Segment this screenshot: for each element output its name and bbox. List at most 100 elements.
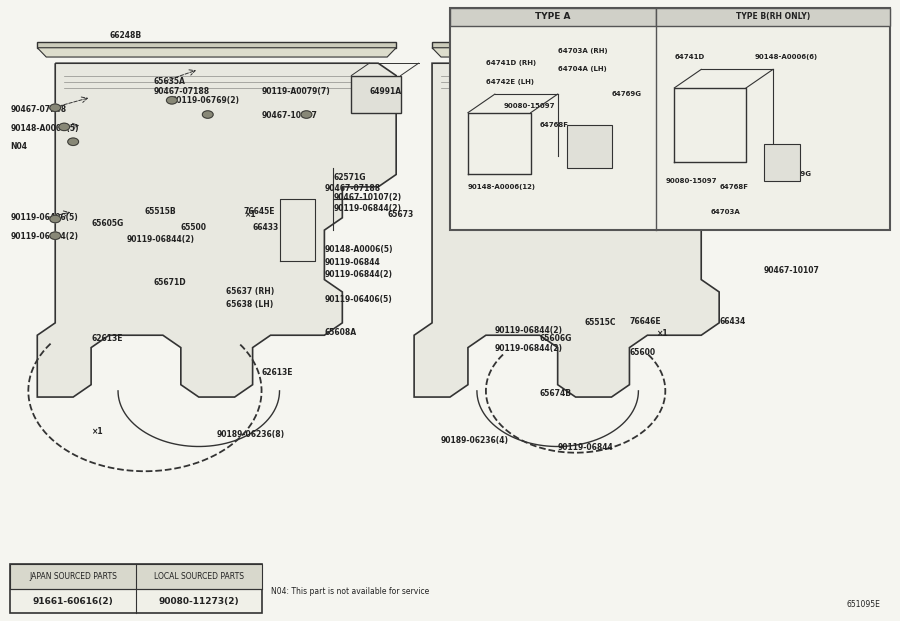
Text: 65606G: 65606G xyxy=(540,334,572,343)
Text: 62613E: 62613E xyxy=(262,368,293,377)
Text: N04: N04 xyxy=(647,148,664,157)
Text: 90119-A0079(7): 90119-A0079(7) xyxy=(262,86,330,96)
Circle shape xyxy=(655,151,666,158)
Text: 90189-06236(8): 90189-06236(8) xyxy=(217,430,284,438)
Text: 64769G: 64769G xyxy=(782,171,812,178)
Text: 65637 (RH): 65637 (RH) xyxy=(226,288,274,296)
Text: TYPE A: TYPE A xyxy=(536,12,571,21)
Circle shape xyxy=(50,232,60,240)
Text: 90119-06844(2): 90119-06844(2) xyxy=(333,204,401,213)
Text: 64768F: 64768F xyxy=(540,122,569,128)
Text: 90119-06844(2): 90119-06844(2) xyxy=(324,270,392,279)
Text: 90467-10107(2): 90467-10107(2) xyxy=(333,194,401,202)
Text: 65635A: 65635A xyxy=(154,77,185,86)
Text: 64741D (RH): 64741D (RH) xyxy=(486,60,536,66)
Text: 64742E (LH): 64742E (LH) xyxy=(486,79,534,84)
Text: 66434: 66434 xyxy=(719,317,745,326)
Bar xyxy=(450,7,889,230)
Bar xyxy=(656,7,889,26)
Bar xyxy=(450,7,656,26)
Text: 65605G: 65605G xyxy=(91,219,123,229)
Text: 65673: 65673 xyxy=(387,210,413,219)
Text: 62571G: 62571G xyxy=(333,173,366,182)
Text: 90467-10107: 90467-10107 xyxy=(764,266,820,275)
Text: 90467-10107(2): 90467-10107(2) xyxy=(737,155,806,163)
Text: 91661-60616(2): 91661-60616(2) xyxy=(32,597,113,605)
Text: 90467-10107: 90467-10107 xyxy=(262,111,318,120)
Text: 651095E: 651095E xyxy=(847,600,881,609)
Polygon shape xyxy=(37,48,396,57)
Bar xyxy=(764,143,800,181)
Text: 64704A (LH): 64704A (LH) xyxy=(558,66,607,73)
Text: 90148-A0006(5): 90148-A0006(5) xyxy=(324,245,393,255)
Text: 65638 (LH): 65638 (LH) xyxy=(226,300,273,309)
Circle shape xyxy=(534,171,544,178)
Text: 64769G: 64769G xyxy=(611,91,642,97)
Text: ×1: ×1 xyxy=(91,427,103,435)
Circle shape xyxy=(166,97,177,104)
Text: 65674B: 65674B xyxy=(540,389,572,399)
Bar xyxy=(351,76,400,112)
Text: 90119-06844(2): 90119-06844(2) xyxy=(127,235,195,244)
Circle shape xyxy=(742,153,753,161)
PathPatch shape xyxy=(414,63,782,397)
Text: N04: This part is not available for service: N04: This part is not available for serv… xyxy=(271,587,428,596)
Text: 62572F: 62572F xyxy=(782,173,814,182)
Text: ×1: ×1 xyxy=(656,330,668,338)
Text: 65671D: 65671D xyxy=(154,278,186,287)
Polygon shape xyxy=(37,42,396,48)
Text: 90119-06406(5): 90119-06406(5) xyxy=(11,213,78,222)
Text: LOCAL SOURCED PARTS: LOCAL SOURCED PARTS xyxy=(154,572,244,581)
Text: 66249B: 66249B xyxy=(531,120,562,130)
Bar xyxy=(567,125,611,168)
Text: 90119-06844(2): 90119-06844(2) xyxy=(11,232,78,241)
Text: 90119-06844: 90119-06844 xyxy=(324,258,380,267)
Text: 65500: 65500 xyxy=(181,222,207,232)
Text: 90189-06236(4): 90189-06236(4) xyxy=(441,436,509,445)
Text: ×1: ×1 xyxy=(244,210,256,219)
Text: 64703A (RH): 64703A (RH) xyxy=(558,48,608,54)
Polygon shape xyxy=(432,48,791,57)
Text: 90467-07188: 90467-07188 xyxy=(154,86,210,96)
Text: 90080-15097: 90080-15097 xyxy=(504,104,555,109)
Circle shape xyxy=(202,111,213,118)
Text: 90119-06844(2): 90119-06844(2) xyxy=(495,344,562,353)
Text: 64703A: 64703A xyxy=(710,209,740,215)
Text: 65636A: 65636A xyxy=(576,145,608,154)
Text: 66433: 66433 xyxy=(253,222,279,232)
Circle shape xyxy=(58,123,69,130)
Text: 64768F: 64768F xyxy=(719,184,748,190)
Text: 90148-A0006(5): 90148-A0006(5) xyxy=(11,124,79,133)
Text: 90119-A0079(7): 90119-A0079(7) xyxy=(737,130,806,139)
Text: 76646E: 76646E xyxy=(629,317,661,326)
Circle shape xyxy=(50,215,60,223)
Text: N04: N04 xyxy=(11,142,27,151)
Circle shape xyxy=(50,104,60,111)
Text: 90119-06844(2): 90119-06844(2) xyxy=(495,326,562,335)
Bar xyxy=(11,564,262,589)
Text: 64741D: 64741D xyxy=(674,54,705,60)
Circle shape xyxy=(68,138,78,145)
Text: 66248B: 66248B xyxy=(109,31,141,40)
Text: 90119-06844(2): 90119-06844(2) xyxy=(531,186,598,194)
Circle shape xyxy=(530,130,541,138)
Circle shape xyxy=(302,111,311,118)
Text: 90080-11273(2): 90080-11273(2) xyxy=(158,597,239,605)
Text: 64991A: 64991A xyxy=(369,86,401,96)
Text: 90148-A0006(6): 90148-A0006(6) xyxy=(755,54,818,60)
Text: 90467-07188: 90467-07188 xyxy=(11,105,67,114)
Text: 65608A: 65608A xyxy=(324,328,356,337)
Bar xyxy=(11,564,262,614)
Text: 65515B: 65515B xyxy=(145,207,176,216)
Text: 76645E: 76645E xyxy=(244,207,275,216)
Text: 90119-06844: 90119-06844 xyxy=(558,443,614,452)
Text: 90119-06769(2): 90119-06769(2) xyxy=(531,170,598,179)
Text: 90148-A0006(12): 90148-A0006(12) xyxy=(468,184,536,190)
Text: 65600: 65600 xyxy=(629,348,655,357)
Text: 90467-07188: 90467-07188 xyxy=(324,184,381,193)
Polygon shape xyxy=(432,42,791,48)
Text: 65515C: 65515C xyxy=(585,319,616,327)
Text: 90080-15097: 90080-15097 xyxy=(665,178,716,184)
Text: JAPAN SOURCED PARTS: JAPAN SOURCED PARTS xyxy=(29,572,117,581)
Text: 62613E: 62613E xyxy=(91,334,122,343)
